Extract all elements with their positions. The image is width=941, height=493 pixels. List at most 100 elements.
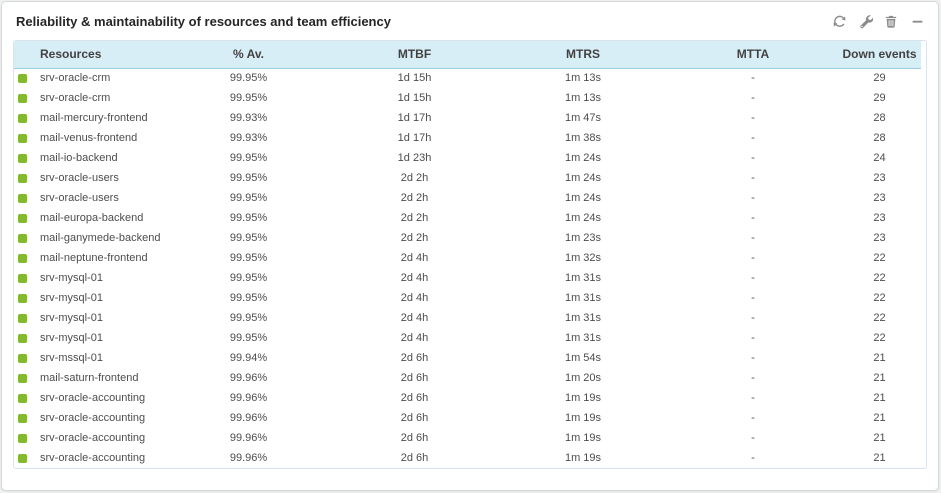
availability-cell: 99.95%	[229, 72, 268, 85]
mtbf-cell: 2d 6h	[400, 352, 429, 364]
table-row: srv-oracle-accounting 99.96% 2d 6h 1m 19…	[14, 448, 921, 468]
mtbf-cell: 2d 4h	[400, 332, 429, 344]
column-header-mtbf: MTBF	[331, 41, 498, 69]
down-events-cell: 24	[873, 152, 886, 164]
table-row: mail-europa-backend 99.95% 2d 2h 1m 24s …	[14, 208, 921, 228]
availability-cell: 99.93%	[229, 112, 268, 124]
resource-name: srv-oracle-accounting	[40, 412, 146, 424]
resource-name: srv-mssql-01	[40, 352, 103, 364]
status-ok-icon	[18, 93, 27, 103]
mtta-cell: -	[751, 372, 755, 384]
availability-cell: 99.95%	[229, 192, 268, 204]
mtbf-cell: 2d 4h	[400, 272, 429, 284]
status-ok-icon	[18, 133, 27, 143]
mtta-cell: -	[751, 392, 755, 404]
down-events-cell: 28	[873, 132, 886, 144]
resource-cell: srv-oracle-accounting	[14, 428, 166, 448]
minimize-button[interactable]	[909, 13, 925, 29]
mtbf-cell: 2d 2h	[400, 232, 429, 244]
resource-cell: srv-mysql-01	[14, 268, 166, 288]
down-events-cell: 23	[873, 192, 886, 204]
mtrs-cell: 1m 24s	[564, 212, 602, 224]
mtbf-cell: 2d 6h	[400, 432, 429, 444]
down-events-cell: 21	[873, 352, 886, 364]
mtrs-cell: 1m 13s	[564, 92, 602, 104]
availability-cell: 99.95%	[229, 92, 268, 104]
resource-name: srv-oracle-users	[40, 172, 119, 184]
availability-cell: 99.96%	[229, 392, 268, 404]
mtrs-cell: 1m 38s	[564, 132, 602, 144]
widget-title: Reliability & maintainability of resourc…	[16, 13, 391, 29]
mtbf-cell: 2d 4h	[400, 252, 429, 264]
resource-cell: srv-oracle-crm	[14, 68, 166, 88]
resource-cell: srv-mysql-01	[14, 328, 166, 348]
status-ok-icon	[18, 453, 27, 463]
mtta-cell: -	[751, 132, 755, 144]
status-ok-icon	[18, 173, 27, 183]
resource-name: srv-oracle-users	[40, 192, 119, 204]
availability-cell: 99.95%	[229, 312, 268, 324]
column-header-mtta: MTTA	[668, 41, 838, 69]
delete-button[interactable]	[883, 13, 899, 29]
resource-cell: srv-oracle-accounting	[14, 448, 166, 468]
down-events-cell: 21	[873, 432, 886, 444]
status-ok-icon	[18, 253, 27, 263]
availability-cell: 99.95%	[229, 152, 268, 164]
resource-name: srv-oracle-accounting	[40, 452, 146, 464]
availability-cell: 99.95%	[229, 332, 268, 344]
resource-cell: srv-oracle-crm	[14, 88, 166, 108]
resource-name: srv-oracle-accounting	[40, 392, 146, 404]
status-ok-icon	[18, 313, 27, 323]
resource-name: mail-ganymede-backend	[40, 232, 161, 244]
resource-cell: mail-venus-frontend	[14, 128, 166, 148]
table-row: srv-mysql-01 99.95% 2d 4h 1m 31s - 22	[14, 328, 921, 348]
mtbf-cell: 2d 2h	[400, 212, 429, 224]
availability-cell: 99.93%	[229, 132, 268, 144]
resource-name: mail-venus-frontend	[40, 132, 138, 144]
resource-cell: mail-neptune-frontend	[14, 248, 166, 268]
resource-cell: srv-mysql-01	[14, 288, 166, 308]
resource-cell: mail-mercury-frontend	[14, 108, 166, 128]
resource-name: srv-mysql-01	[40, 312, 103, 324]
status-ok-icon	[18, 193, 27, 203]
table-row: mail-neptune-frontend 99.95% 2d 4h 1m 32…	[14, 248, 921, 268]
mtrs-cell: 1m 54s	[564, 352, 602, 364]
resource-name: mail-europa-backend	[40, 212, 144, 224]
column-header-down-events: Down events	[838, 41, 921, 69]
down-events-cell: 21	[873, 392, 886, 404]
down-events-cell: 28	[873, 112, 886, 124]
mtta-cell: -	[751, 152, 755, 164]
down-events-cell: 22	[873, 272, 886, 284]
status-ok-icon	[18, 413, 27, 423]
mtbf-cell: 2d 4h	[400, 292, 429, 304]
mtta-cell: -	[751, 272, 755, 284]
resource-cell: srv-mysql-01	[14, 308, 166, 328]
availability-cell: 99.95%	[229, 212, 268, 224]
refresh-button[interactable]	[831, 13, 847, 29]
mtta-cell: -	[751, 452, 755, 464]
status-ok-icon	[18, 113, 27, 123]
mtbf-cell: 1d 15h	[397, 72, 432, 85]
availability-cell: 99.95%	[229, 292, 268, 304]
table-row: mail-mercury-frontend 99.93% 1d 17h 1m 4…	[14, 108, 921, 128]
mtta-cell: -	[751, 352, 755, 364]
availability-cell: 99.96%	[229, 452, 268, 464]
configure-button[interactable]	[857, 13, 873, 29]
mtrs-cell: 1m 32s	[564, 252, 602, 264]
resource-cell: mail-saturn-frontend	[14, 368, 166, 388]
reliability-table: Resources % Av. MTBF MTRS MTTA Down even…	[14, 41, 921, 468]
mtrs-cell: 1m 20s	[564, 372, 602, 384]
mtta-cell: -	[751, 192, 755, 204]
down-events-cell: 22	[873, 332, 886, 344]
availability-cell: 99.96%	[229, 432, 268, 444]
resource-name: srv-mysql-01	[40, 292, 103, 304]
table-row: srv-mysql-01 99.95% 2d 4h 1m 31s - 22	[14, 268, 921, 288]
status-ok-icon	[18, 273, 27, 283]
mtrs-cell: 1m 13s	[564, 72, 602, 85]
mtrs-cell: 1m 23s	[564, 232, 602, 244]
availability-cell: 99.95%	[229, 252, 268, 264]
column-header-availability: % Av.	[166, 41, 331, 69]
table-row: srv-mysql-01 99.95% 2d 4h 1m 31s - 22	[14, 308, 921, 328]
table-row: srv-oracle-users 99.95% 2d 2h 1m 24s - 2…	[14, 188, 921, 208]
mtbf-cell: 2d 2h	[400, 172, 429, 184]
